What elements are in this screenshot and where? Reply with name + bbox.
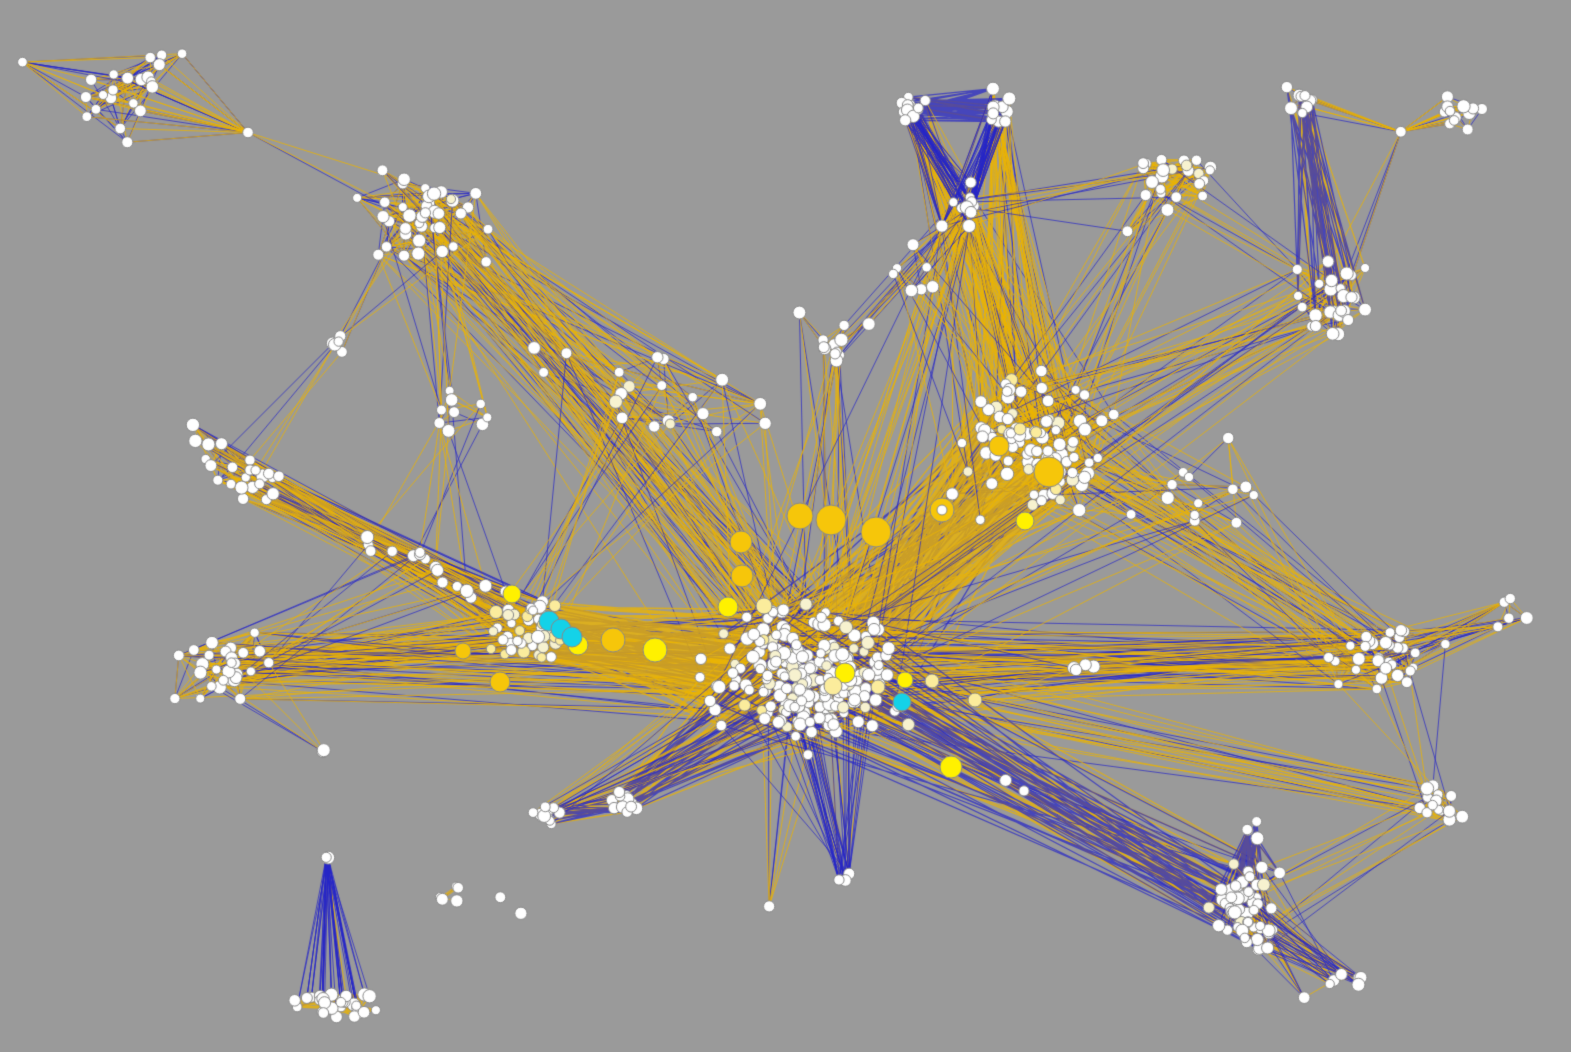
graph-viewport[interactable] xyxy=(0,0,1571,1052)
network-graph-canvas[interactable] xyxy=(0,0,1571,1052)
